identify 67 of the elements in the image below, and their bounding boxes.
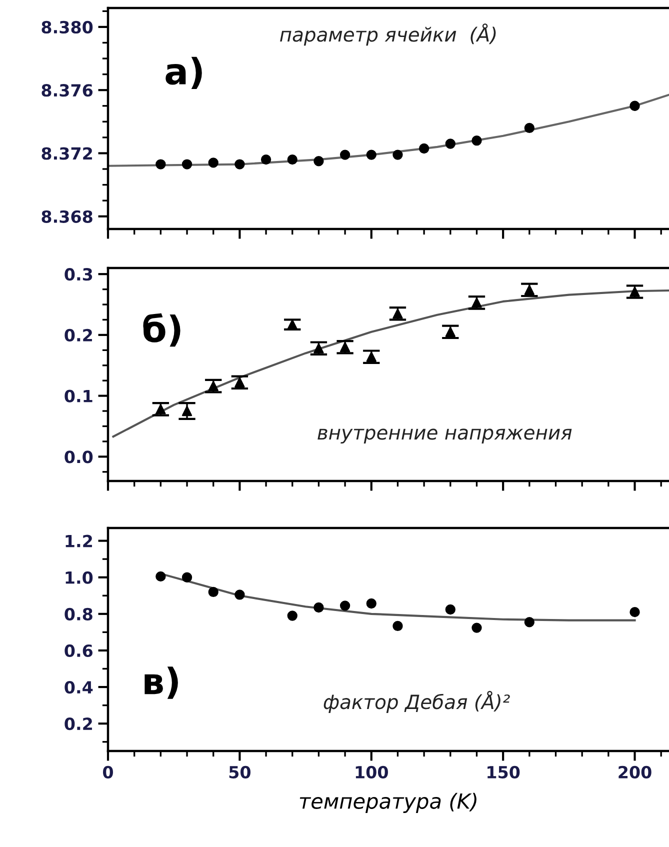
annotation: параметр ячейки (Å): [280, 23, 496, 46]
y-tick-label: 0.3: [64, 268, 92, 281]
point: [472, 298, 482, 308]
x-tick-label: 150: [488, 766, 520, 778]
y-tick-label: 8.368: [42, 210, 92, 223]
point: [156, 404, 166, 414]
point: [314, 156, 324, 166]
point: [445, 326, 456, 337]
point: [314, 602, 324, 613]
x-tick-label: 0: [103, 766, 113, 778]
point: [472, 622, 482, 633]
point: [392, 150, 403, 160]
x-tick-label: 200: [618, 766, 652, 778]
point: [630, 286, 640, 297]
point: [524, 122, 534, 134]
point: [156, 571, 166, 582]
point: [182, 159, 192, 170]
point: [630, 606, 640, 618]
annotation: фактор Дебая (Å)²: [324, 690, 510, 713]
point: [445, 604, 456, 615]
point: [418, 143, 430, 154]
point: [445, 138, 456, 149]
y-tick-label: 0.1: [64, 390, 92, 402]
point: [234, 377, 245, 388]
y-tick-label: 0.2: [64, 718, 92, 730]
point: [340, 342, 350, 352]
point: [182, 572, 192, 582]
point: [287, 154, 298, 165]
y-tick-label: 0.4: [64, 680, 93, 694]
point: [524, 284, 534, 295]
point: [524, 617, 534, 628]
y-tick-label: 0.2: [64, 328, 92, 342]
point: [156, 159, 166, 170]
point: [208, 158, 218, 168]
point: [366, 150, 376, 160]
point: [287, 610, 298, 621]
x-tick-label: 50: [229, 766, 250, 778]
point: [366, 598, 376, 609]
point: [208, 380, 218, 392]
point: [234, 590, 245, 600]
y-tick-label: 8.372: [42, 147, 92, 160]
point: [234, 159, 245, 170]
point: [366, 352, 376, 362]
point: [260, 154, 272, 165]
x-tick-label: 100: [356, 766, 388, 778]
point: [472, 136, 482, 146]
point: [182, 406, 192, 416]
point: [287, 320, 298, 330]
y-tick-label: 1.0: [66, 571, 93, 584]
y-tick-label: 0.0: [64, 450, 93, 464]
y-tick-label: 8.376: [42, 84, 93, 97]
point: [340, 150, 350, 160]
annotation: а): [166, 56, 202, 90]
y-tick-label: 0.8: [64, 608, 92, 620]
point: [208, 586, 218, 598]
annotation: внутренние напряжения: [318, 428, 572, 444]
y-tick-label: 0.6: [64, 644, 93, 658]
y-tick-label: 1.2: [66, 534, 92, 548]
annotation: в): [144, 666, 178, 699]
y-tick-label: 8.380: [42, 20, 93, 34]
x-axis-title: температура (K): [300, 792, 476, 813]
point: [392, 620, 403, 632]
annotation: б): [143, 313, 180, 347]
point: [392, 308, 403, 319]
point: [630, 100, 640, 111]
point: [340, 600, 350, 611]
point: [314, 343, 324, 354]
